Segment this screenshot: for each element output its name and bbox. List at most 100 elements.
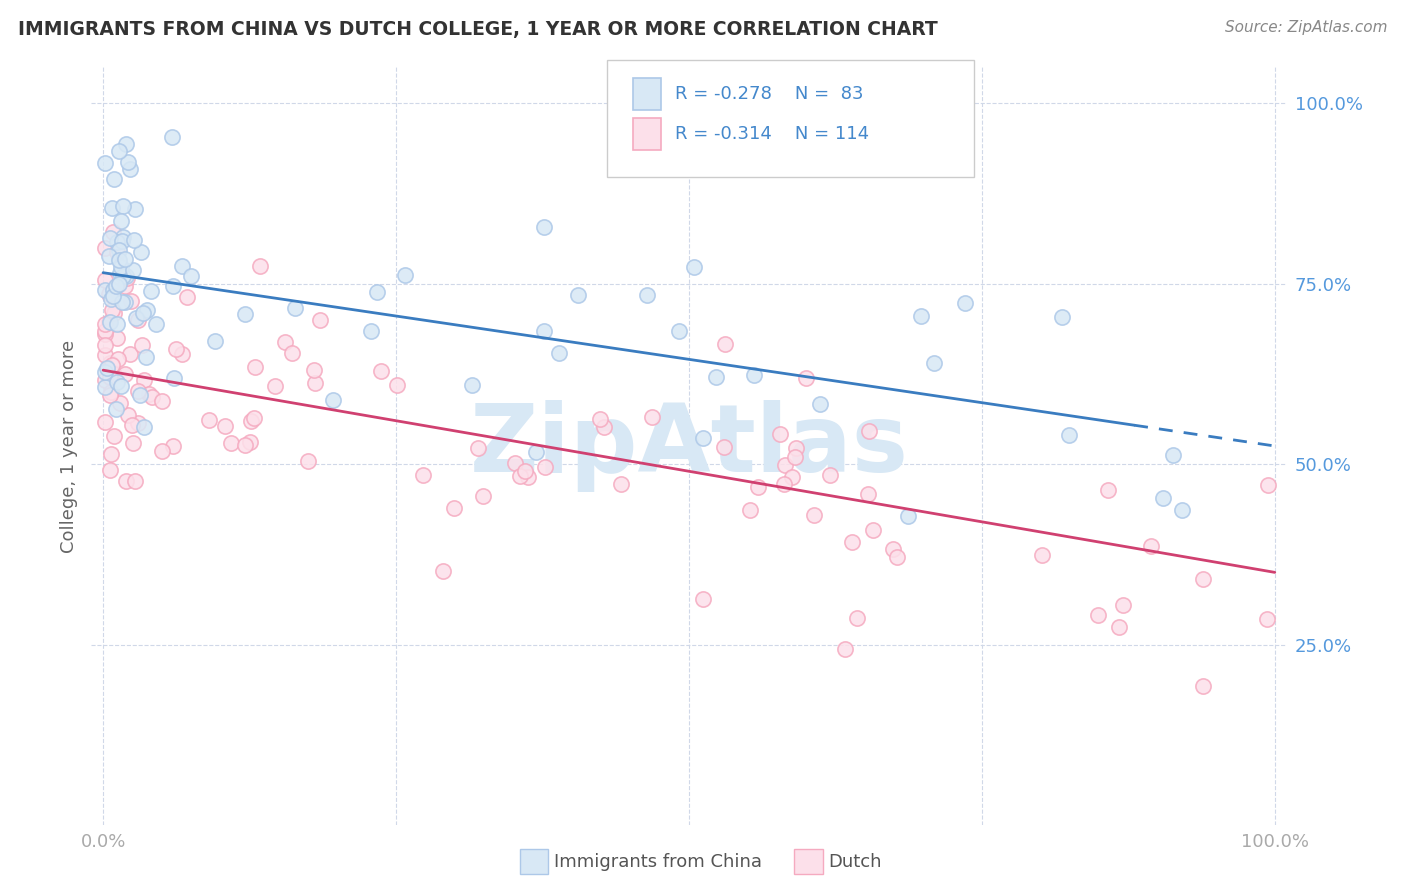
Point — [114, 279, 136, 293]
Point — [1050, 310, 1073, 325]
Point — [94, 241, 117, 255]
Point — [302, 363, 325, 377]
Point — [886, 550, 908, 565]
Point — [858, 487, 880, 501]
Point — [98, 230, 121, 244]
Y-axis label: College, 1 year or more: College, 1 year or more — [59, 340, 77, 552]
Point — [1191, 679, 1213, 693]
Point — [170, 260, 193, 274]
Point — [107, 351, 129, 366]
Point — [118, 347, 141, 361]
Point — [94, 415, 117, 429]
Text: Dutch: Dutch — [828, 853, 882, 871]
Point — [432, 564, 454, 578]
Point — [94, 273, 117, 287]
Point — [145, 317, 167, 331]
Point — [567, 288, 589, 302]
Point — [1171, 503, 1194, 517]
Point — [98, 388, 121, 402]
Point — [121, 417, 143, 432]
Point — [98, 315, 121, 329]
Point — [101, 288, 124, 302]
Point — [280, 346, 302, 360]
Point — [110, 213, 132, 227]
Point — [636, 288, 658, 302]
Point — [108, 266, 131, 280]
Point — [108, 144, 131, 158]
Point — [394, 268, 416, 282]
Point — [120, 293, 142, 308]
Point — [897, 508, 920, 523]
Point — [110, 379, 132, 393]
Point — [509, 469, 531, 483]
Point — [1140, 539, 1163, 553]
Point — [472, 489, 495, 503]
Point — [129, 388, 152, 402]
Point — [114, 252, 136, 267]
Point — [742, 368, 765, 382]
Point — [94, 380, 117, 394]
Point — [264, 379, 287, 393]
Point — [100, 385, 122, 400]
Point — [111, 234, 134, 248]
Point — [110, 295, 132, 310]
Point — [105, 235, 128, 249]
Point — [127, 313, 149, 327]
Point — [773, 477, 796, 491]
Point — [1192, 572, 1215, 586]
Point — [176, 290, 198, 304]
Point — [94, 156, 117, 170]
Point — [117, 154, 139, 169]
Point — [219, 435, 242, 450]
Point — [150, 444, 173, 458]
Point — [239, 414, 262, 428]
Point — [641, 410, 664, 425]
Point — [297, 454, 319, 468]
Point — [115, 137, 138, 152]
Point — [101, 201, 124, 215]
Point — [94, 338, 117, 352]
Point — [94, 326, 117, 341]
Point — [1097, 483, 1119, 497]
Point — [366, 285, 388, 299]
Point — [107, 245, 129, 260]
Point — [1108, 619, 1130, 633]
Point — [111, 199, 134, 213]
Point — [322, 392, 344, 407]
Point — [131, 338, 153, 352]
Point — [841, 535, 863, 549]
Point — [114, 295, 136, 310]
Point — [783, 450, 806, 464]
Point — [100, 447, 122, 461]
Point — [132, 373, 155, 387]
Point — [105, 375, 128, 389]
Point — [204, 334, 226, 348]
Point — [704, 370, 727, 384]
Point — [214, 418, 236, 433]
Point — [117, 408, 139, 422]
Point — [922, 356, 945, 370]
Point — [94, 348, 117, 362]
Point — [94, 283, 117, 297]
Point — [139, 284, 162, 298]
Point — [97, 249, 120, 263]
Point — [165, 343, 187, 357]
Point — [360, 324, 382, 338]
Point — [370, 364, 392, 378]
Point — [101, 302, 124, 317]
Point — [1152, 491, 1174, 505]
Point — [692, 431, 714, 445]
Point — [846, 611, 869, 625]
Point — [103, 172, 125, 186]
Point — [233, 437, 256, 451]
Point — [124, 202, 146, 217]
Point — [101, 283, 124, 297]
Point — [129, 244, 152, 259]
Point — [803, 508, 825, 522]
Point — [110, 260, 132, 275]
Point — [124, 474, 146, 488]
Point — [98, 315, 121, 329]
Point — [769, 427, 792, 442]
Point — [101, 358, 124, 372]
Point — [107, 243, 129, 257]
